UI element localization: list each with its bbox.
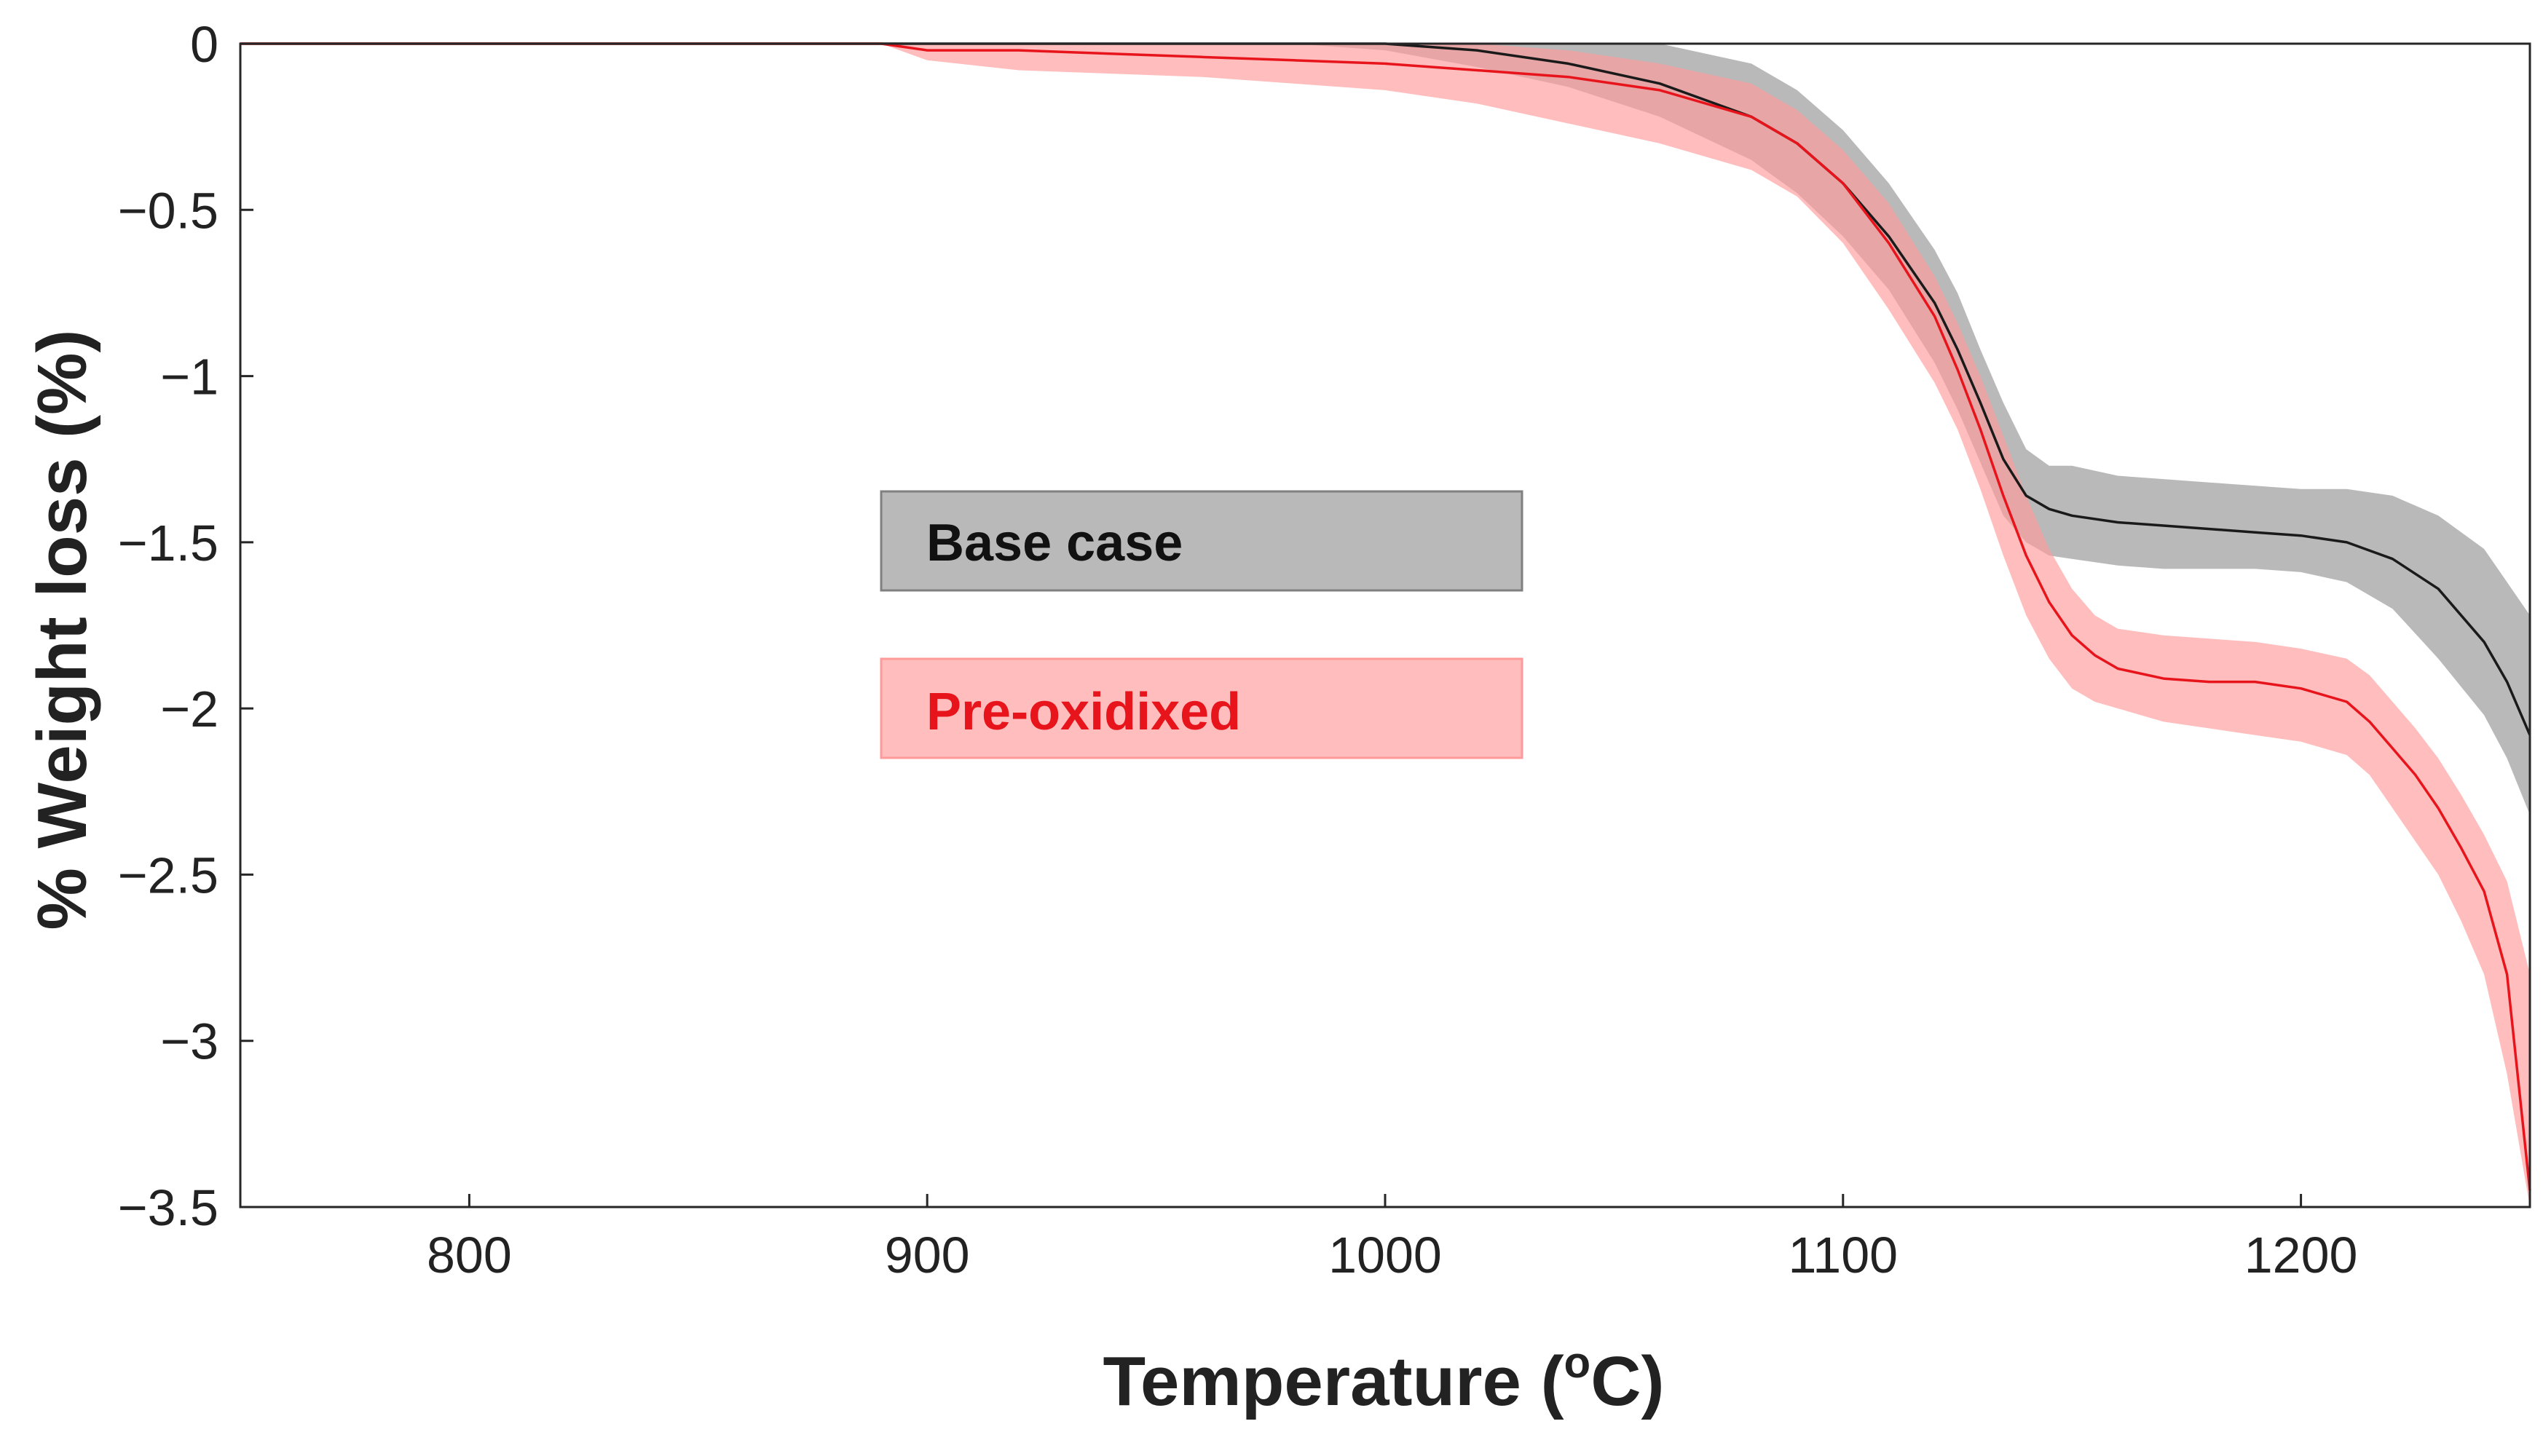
series-bands [240, 44, 2530, 1207]
series-lines [240, 42, 2531, 1191]
y-tick-label: −3.5 [118, 1179, 218, 1236]
x-tick-label: 900 [885, 1227, 970, 1283]
x-tick-label: 800 [427, 1227, 512, 1283]
plot-area-frame [239, 42, 2531, 1208]
y-tick-label: 0 [190, 16, 218, 73]
x-axis-title: Temperature (oC) [1103, 1338, 1665, 1420]
y-tick-label: −3 [160, 1013, 218, 1070]
band-pre-oxidixed [240, 44, 2530, 1207]
line-base-case [240, 42, 2531, 736]
x-tick-label: 1000 [1328, 1227, 1442, 1283]
legend-label-base-case: Base case [926, 514, 1183, 572]
y-tick-label: −0.5 [118, 182, 218, 239]
y-tick-label: −2.5 [118, 847, 218, 903]
x-axis-title-main: Temperature ( [1103, 1342, 1564, 1420]
y-tick-label: −2 [160, 681, 218, 737]
legend-swatch-base-case [880, 490, 1523, 592]
x-axis: 800 900 1000 1100 1200 [427, 1194, 2357, 1283]
legend-label-pre-oxidixed: Pre-oxidixed [926, 683, 1241, 741]
x-tick-label: 1100 [1789, 1227, 1899, 1283]
y-axis-title: % Weight loss (%) [23, 330, 101, 930]
legend-swatch-pre-oxidixed [880, 657, 1523, 759]
x-axis-title-unit: C) [1590, 1342, 1664, 1420]
y-tick-label: −1 [160, 349, 218, 405]
legend: Base case Pre-oxidixed [880, 490, 1523, 759]
line-pre-oxidixed [240, 42, 2531, 1191]
x-tick-label: 1200 [2244, 1227, 2358, 1283]
y-tick-label: −1.5 [118, 515, 218, 571]
x-axis-title-superscript: o [1564, 1338, 1591, 1387]
y-axis: 0 −0.5 −1 −1.5 −2 −2.5 −3 −3.5 [118, 16, 253, 1236]
